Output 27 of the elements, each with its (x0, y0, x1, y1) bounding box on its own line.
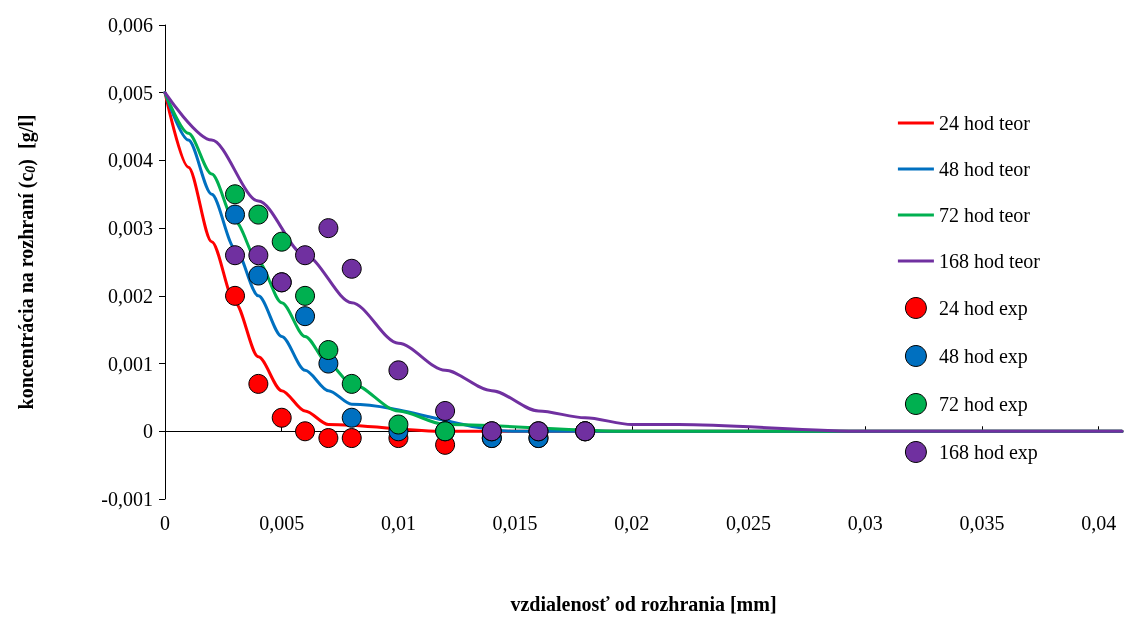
y-tick-label: -0,001 (101, 488, 153, 510)
legend-label: 72 hod teor (938, 204, 1031, 226)
legend-label: 168 hod teor (938, 250, 1041, 272)
x-tick-label: 0,015 (492, 512, 538, 534)
legend-label: 48 hod teor (938, 158, 1031, 180)
legend-label: 168 hod exp (938, 441, 1038, 464)
x-tick-label: 0,04 (1081, 512, 1117, 534)
x-tick-label: 0,025 (726, 512, 772, 534)
legend-label: 24 hod exp (938, 297, 1028, 320)
legend-label: 48 hod exp (938, 345, 1028, 368)
x-tick-label: 0,01 (380, 512, 416, 534)
y-tick-label: 0,006 (108, 14, 153, 36)
legend-label: 72 hod exp (938, 393, 1028, 416)
y-tick-label: 0,001 (108, 352, 153, 375)
y-tick-label: 0,002 (108, 284, 153, 307)
y-tick-label: 0,004 (108, 149, 153, 172)
x-tick-label: 0 (160, 512, 170, 534)
y-tick-label: 0,005 (108, 81, 153, 104)
x-axis-title: vzdialenosť od rozhrania [mm] (510, 593, 777, 615)
legend-label: 24 hod teor (938, 112, 1031, 134)
y-tick-label: 0,003 (108, 217, 153, 240)
x-tick-label: 0,03 (847, 512, 883, 534)
x-tick-label: 0,02 (614, 512, 650, 534)
x-tick-label: 0,035 (959, 512, 1005, 534)
y-tick-label: 0 (143, 420, 153, 443)
x-tick-label: 0,005 (259, 512, 305, 534)
y-axis-title: koncentrácia na rozhraní (c0) [g/l] (15, 114, 38, 410)
